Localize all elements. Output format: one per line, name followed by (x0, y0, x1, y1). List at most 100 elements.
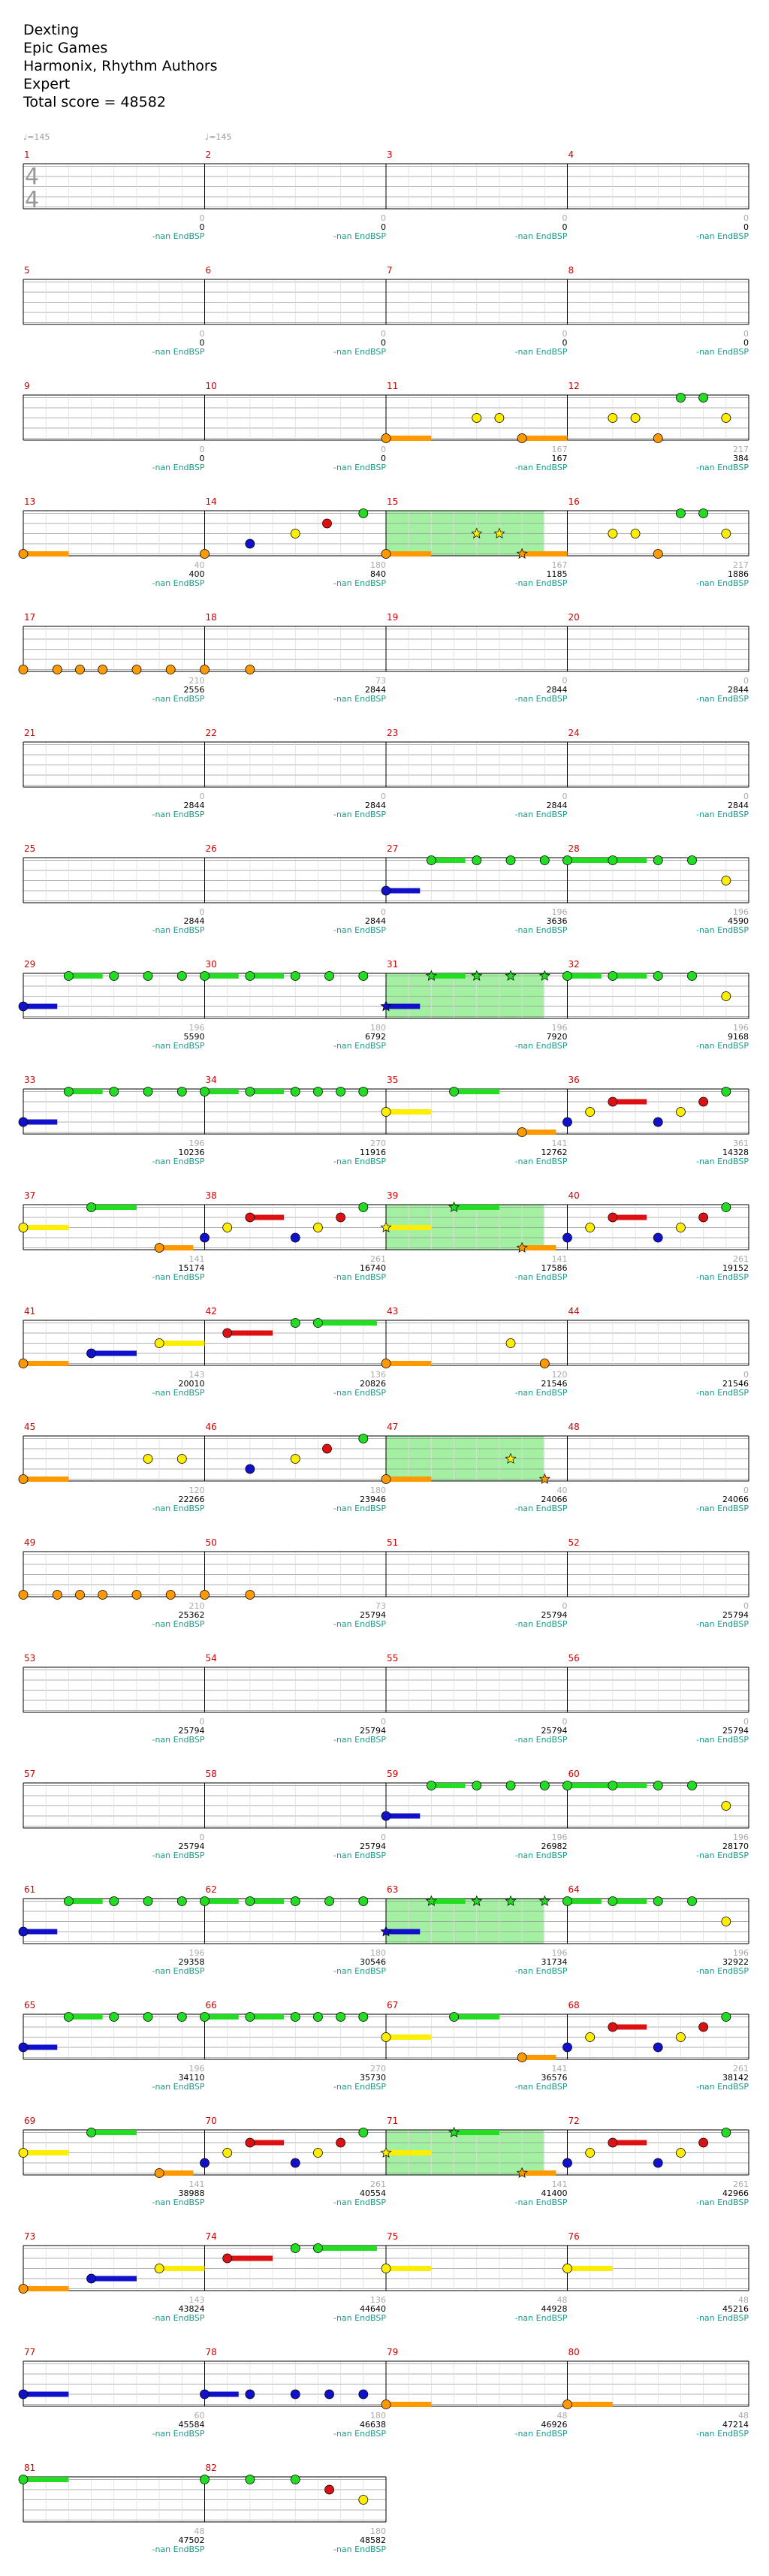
star-note (505, 1895, 517, 1906)
note-gem (143, 971, 153, 981)
note-gem (721, 529, 731, 538)
note-gem (676, 1107, 686, 1117)
measure-number: 75 (387, 2231, 398, 2242)
sustain-bar (522, 436, 568, 441)
note-gem (313, 1318, 323, 1328)
measure-number: 41 (24, 1306, 35, 1317)
sustain-bar (386, 888, 421, 894)
endbsp-label: -nan EndBSP (333, 2197, 386, 2207)
note-gem (358, 1434, 369, 1443)
note-gem (608, 1781, 618, 1790)
note-gem (494, 413, 505, 423)
cumulative-score: 23946 (360, 1495, 386, 1504)
sustain-bar (249, 1899, 285, 1904)
measure-number: 22 (206, 728, 217, 738)
note-gem (585, 2032, 596, 2042)
sustain-bar (522, 2055, 556, 2060)
cumulative-score: 400 (189, 569, 205, 579)
note-gem (687, 1896, 697, 1906)
measure-score: 196 (189, 2064, 205, 2074)
measure-number: 57 (24, 1769, 35, 1779)
measure-score: 0 (743, 676, 749, 686)
note-gem (290, 1318, 300, 1328)
note-gem (562, 2264, 572, 2273)
measure-number: 16 (568, 496, 580, 507)
note-gem (426, 1781, 436, 1790)
note-gem (200, 1590, 210, 1600)
measure-number: 17 (24, 612, 35, 623)
note-gem (721, 2128, 731, 2137)
note-gem (653, 2158, 663, 2168)
cumulative-score: 26982 (541, 1842, 568, 1851)
endbsp-label: -nan EndBSP (514, 1041, 567, 1051)
sustain-bar (68, 1899, 103, 1904)
measure-number: 67 (387, 2000, 398, 2010)
endbsp-label: -nan EndBSP (333, 1735, 386, 1745)
endbsp-label: -nan EndBSP (514, 2082, 567, 2092)
note-gem (200, 2475, 210, 2484)
measure-score: 141 (189, 2179, 205, 2189)
endbsp-label: -nan EndBSP (333, 2544, 386, 2554)
sustain-bar (318, 1320, 377, 1326)
measure-number: 1 (24, 149, 30, 160)
cumulative-score: 16740 (360, 1263, 386, 1273)
measure-score: 48 (738, 2295, 749, 2305)
sustain-bar (612, 1099, 647, 1105)
note-gem (143, 1454, 153, 1464)
note-gem (109, 1896, 119, 1906)
cumulative-score: 46638 (360, 2420, 386, 2430)
note-gem (200, 1896, 210, 1906)
note-gem (290, 1232, 300, 1243)
sustain-bar (567, 2402, 613, 2407)
note-gem (358, 2389, 369, 2400)
measure-number: 60 (568, 1769, 580, 1779)
sustain-bar (159, 2170, 194, 2176)
note-gem (336, 1212, 346, 1223)
cumulative-score: 167 (552, 454, 568, 463)
measure-number: 25 (24, 843, 35, 854)
endbsp-label: -nan EndBSP (333, 2429, 386, 2439)
endbsp-label: -nan EndBSP (514, 1272, 567, 1282)
endbsp-label: -nan EndBSP (152, 1504, 204, 1513)
measure-number: 10 (206, 381, 217, 391)
cumulative-score: 0 (562, 222, 568, 232)
star-note (448, 2126, 460, 2137)
measure-score: 196 (733, 1023, 749, 1033)
note-gem (676, 2148, 686, 2158)
measure-score: 48 (195, 2526, 205, 2536)
note-gem (154, 2168, 164, 2178)
sustain-bar (227, 2255, 273, 2261)
cumulative-score: 12762 (541, 1148, 568, 1157)
note-gem (143, 2012, 153, 2022)
note-gem (200, 1232, 210, 1243)
measure-score: 196 (733, 1948, 749, 1958)
note-gem (290, 529, 300, 538)
measure-score: 0 (381, 445, 386, 454)
note-gem (322, 518, 332, 529)
endbsp-label: -nan EndBSP (333, 694, 386, 704)
cumulative-score: 24066 (541, 1495, 568, 1504)
endbsp-label: -nan EndBSP (333, 1157, 386, 1166)
sustain-bar (567, 858, 613, 863)
cumulative-score: 32922 (722, 1957, 749, 1967)
endbsp-label: -nan EndBSP (333, 1272, 386, 1282)
note-gem (358, 2128, 369, 2137)
note-gem (200, 2012, 210, 2022)
note-gem (721, 413, 731, 423)
measure-number: 55 (387, 1653, 398, 1664)
measure-number: 38 (206, 1190, 217, 1201)
song-authors: Harmonix, Rhythm Authors (23, 58, 218, 74)
note-gem (245, 1896, 255, 1906)
note-gem (653, 433, 663, 443)
measure-number: 72 (568, 2116, 580, 2126)
cumulative-score: 0 (381, 454, 386, 463)
note-gem (18, 1474, 29, 1484)
measure-score: 0 (743, 1717, 749, 1727)
cumulative-score: 2844 (547, 685, 568, 695)
measure-score: 141 (552, 2064, 568, 2074)
cumulative-score: 35730 (360, 2073, 386, 2083)
note-gem (52, 665, 62, 674)
sustain-bar (431, 858, 466, 863)
measure-number: 58 (206, 1769, 217, 1779)
endbsp-label: -nan EndBSP (152, 1041, 204, 1051)
